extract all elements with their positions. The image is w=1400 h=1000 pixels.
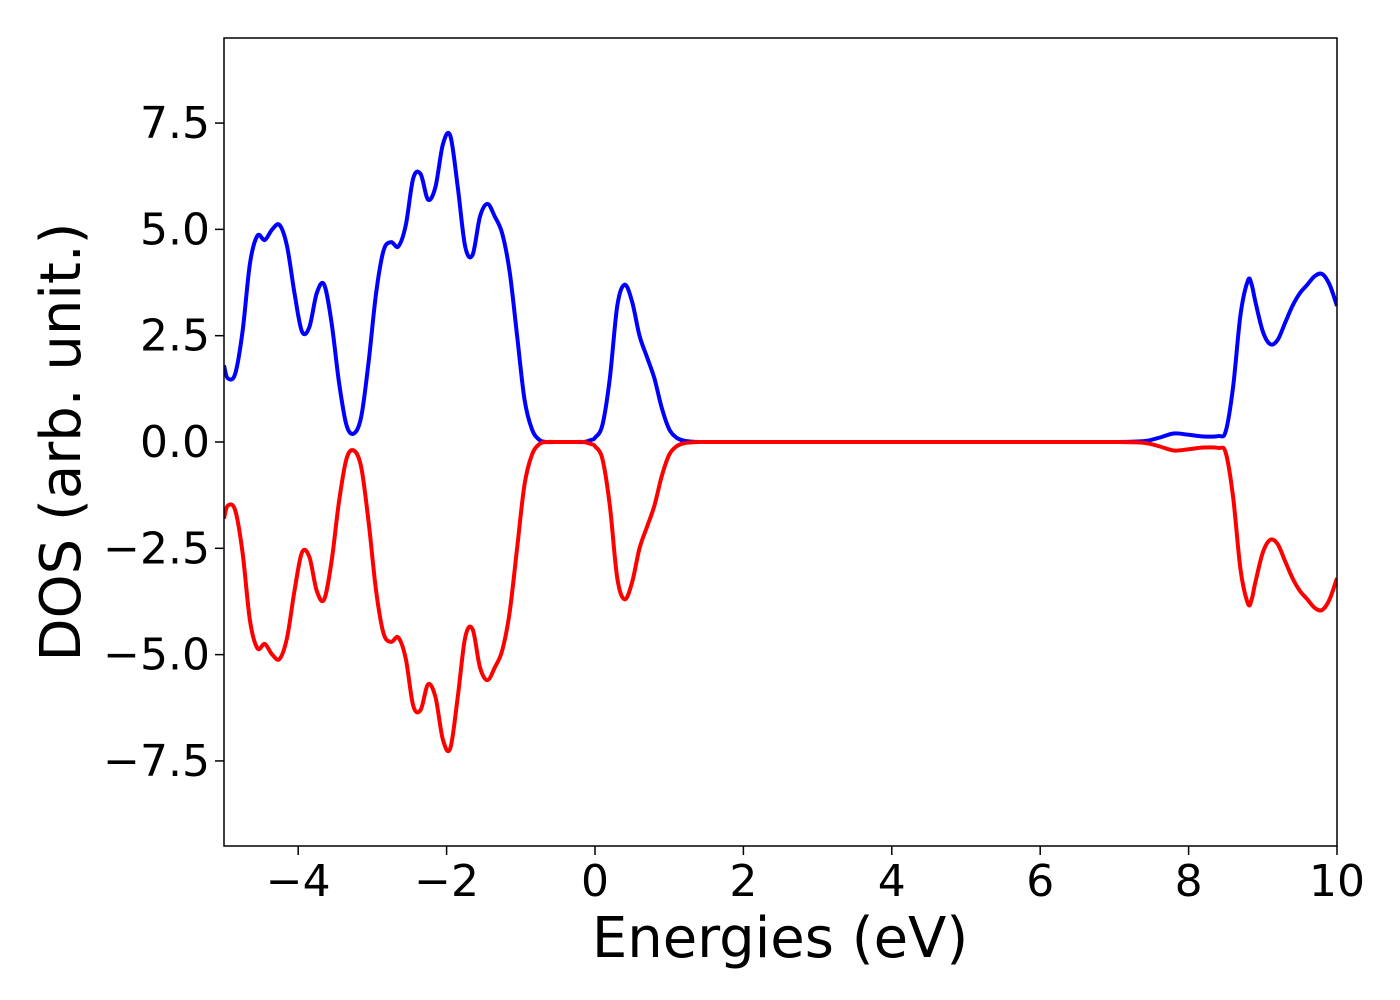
y-tick-label: 5.0 <box>140 204 210 255</box>
y-axis-ticks: 7.5 5.0 2.5 0.0 −2.5 −5.0 −7.5 <box>103 98 224 787</box>
y-tick-label: −2.5 <box>103 523 210 574</box>
x-tick-label: 0 <box>581 856 609 907</box>
x-axis-label: Energies (eV) <box>592 906 968 971</box>
x-tick-label: 10 <box>1309 856 1365 907</box>
dos-line-red <box>224 439 1337 754</box>
y-tick-label: 7.5 <box>140 98 210 149</box>
y-axis-label: DOS (arb. unit.) <box>29 222 94 661</box>
x-tick-label: 2 <box>729 856 757 907</box>
x-tick-label: −2 <box>414 856 479 907</box>
x-tick-label: 8 <box>1175 856 1203 907</box>
series-layer <box>224 130 1337 754</box>
y-tick-label: −5.0 <box>103 630 210 681</box>
y-tick-label: 0.0 <box>140 417 210 468</box>
x-tick-label: −4 <box>266 856 331 907</box>
y-tick-label: −7.5 <box>103 736 210 787</box>
y-tick-label: 2.5 <box>140 311 210 362</box>
x-axis-ticks: −4 −2 0 2 4 6 8 10 <box>266 846 1365 907</box>
x-tick-label: 6 <box>1026 856 1054 907</box>
x-tick-label: 4 <box>878 856 906 907</box>
dos-line-blue <box>224 130 1337 445</box>
